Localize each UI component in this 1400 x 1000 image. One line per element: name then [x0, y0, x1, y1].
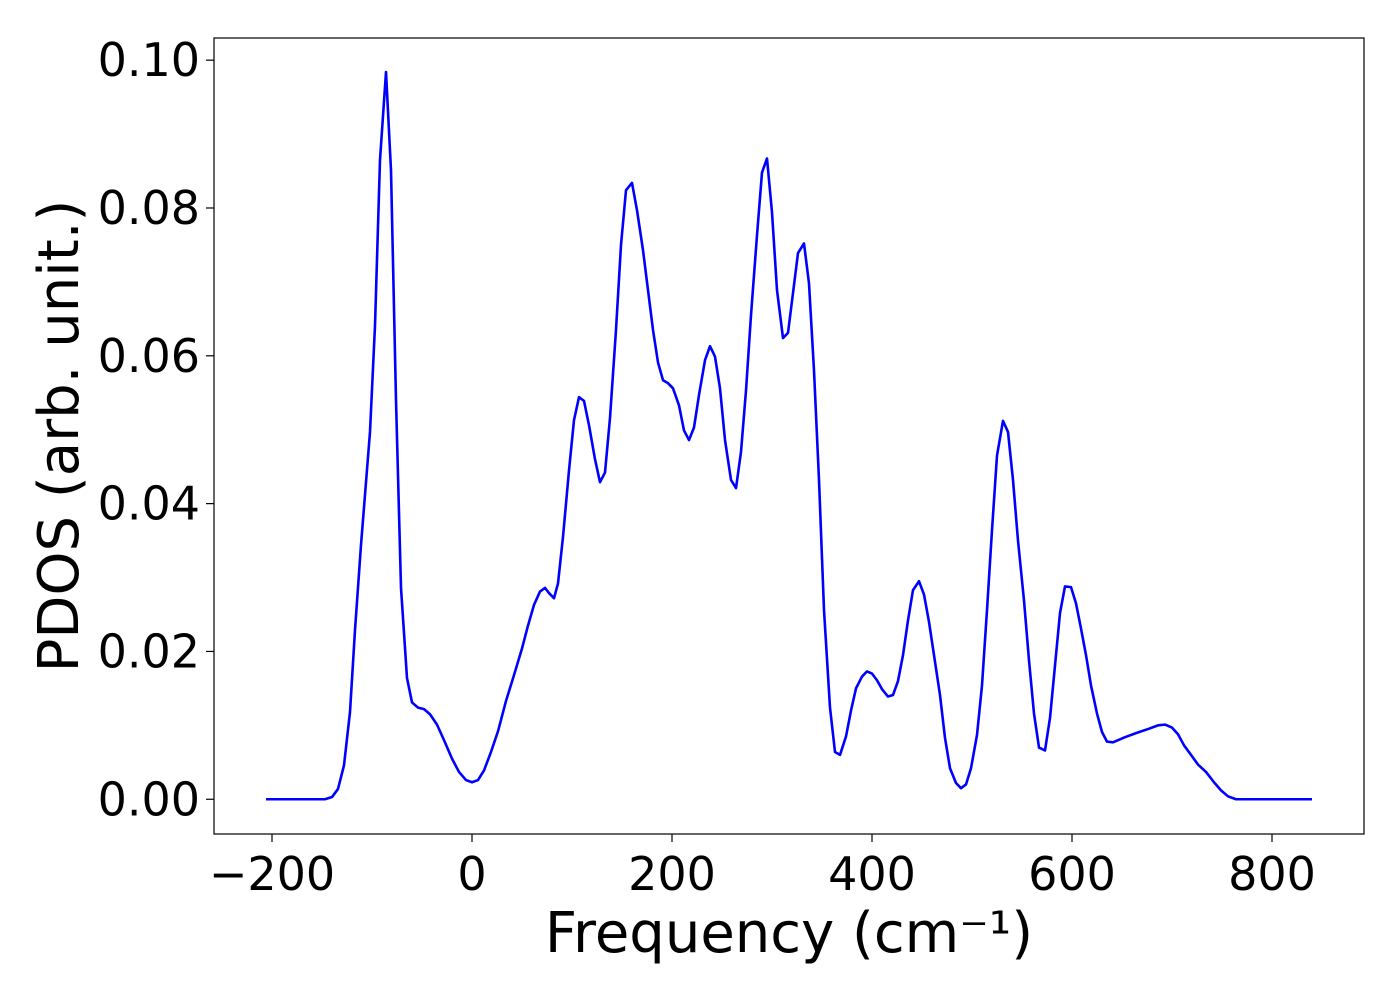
x-tick-label: 800: [1228, 847, 1316, 901]
y-tick-label: 0.02: [98, 624, 200, 678]
plot-frame: [213, 37, 1365, 835]
y-tick-label: 0.06: [98, 329, 200, 383]
y-tick-label: 0.08: [98, 181, 200, 235]
x-tick-label: 200: [628, 847, 716, 901]
y-tick-label: 0.04: [98, 477, 200, 531]
y-tick-label: 0.10: [98, 33, 200, 87]
y-axis-label: PDOS (arb. unit.): [27, 200, 92, 673]
x-tick-label: 0: [457, 847, 486, 901]
x-axis-label: Frequency (cm⁻¹): [545, 901, 1033, 966]
x-tick-label: −200: [209, 847, 335, 901]
x-tick-label: 600: [1028, 847, 1116, 901]
y-tick-label: 0.00: [98, 772, 200, 826]
x-tick-label: 400: [828, 847, 916, 901]
data-line: [266, 70, 1312, 801]
